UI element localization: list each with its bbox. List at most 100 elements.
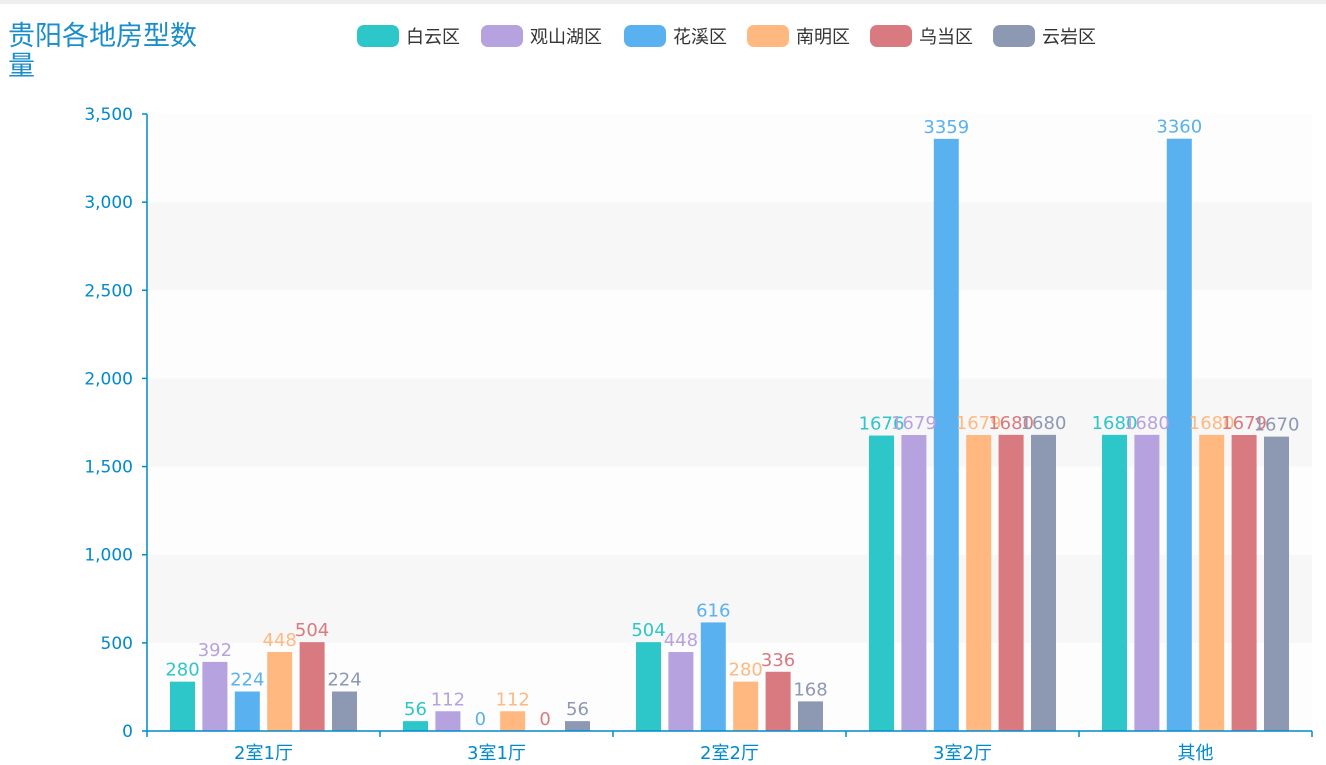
legend-swatch xyxy=(747,25,789,47)
y-tick-label: 500 xyxy=(101,634,133,654)
bar[interactable] xyxy=(869,435,894,731)
legend-label: 南明区 xyxy=(796,27,850,48)
bar[interactable] xyxy=(798,701,823,731)
data-label: 1680 xyxy=(1189,413,1235,434)
legend-item[interactable]: 乌当区 xyxy=(870,25,973,48)
bar-group xyxy=(170,138,1289,731)
bar[interactable] xyxy=(500,711,526,731)
grid-band xyxy=(147,114,1312,203)
data-label: 56 xyxy=(566,699,589,720)
legend-swatch xyxy=(357,25,399,47)
grid-band xyxy=(147,290,1312,379)
legend-swatch xyxy=(993,25,1035,47)
legend-swatch xyxy=(870,25,912,47)
bar[interactable] xyxy=(170,681,195,731)
data-label: 56 xyxy=(404,699,427,720)
bar[interactable] xyxy=(403,721,428,731)
data-label: 392 xyxy=(198,640,232,661)
legend-label: 云岩区 xyxy=(1042,27,1096,48)
data-label: 224 xyxy=(327,670,361,691)
bar[interactable] xyxy=(202,661,228,731)
data-label: 1670 xyxy=(1254,415,1300,436)
legend-label: 白云区 xyxy=(406,27,460,48)
x-tick-label: 3室2厅 xyxy=(933,743,992,764)
legend-label: 乌当区 xyxy=(919,27,973,48)
y-tick-label: 2,000 xyxy=(84,369,133,389)
data-label: 1679 xyxy=(1221,413,1267,434)
bar[interactable] xyxy=(1134,434,1160,731)
bar[interactable] xyxy=(933,138,959,731)
bar[interactable] xyxy=(234,691,260,731)
legend-item[interactable]: 观山湖区 xyxy=(481,25,602,48)
x-tick-label: 2室1厅 xyxy=(234,743,293,764)
legend-swatch xyxy=(624,25,666,47)
legend-item[interactable]: 南明区 xyxy=(747,25,850,48)
x-tick-label: 2室2厅 xyxy=(700,743,759,764)
data-label: 112 xyxy=(431,689,465,710)
legend-item[interactable]: 花溪区 xyxy=(624,25,727,48)
legend-label: 花溪区 xyxy=(673,27,727,48)
data-label: 1676 xyxy=(859,414,905,435)
bar[interactable] xyxy=(765,671,791,731)
legend-item[interactable]: 白云区 xyxy=(357,25,460,48)
bar[interactable] xyxy=(901,435,927,731)
bar[interactable] xyxy=(435,711,461,731)
data-label: 1680 xyxy=(988,413,1034,434)
data-label: 616 xyxy=(696,600,730,621)
data-label: 112 xyxy=(496,689,530,710)
bar[interactable] xyxy=(1199,434,1225,731)
data-label: 1679 xyxy=(956,413,1002,434)
bar[interactable] xyxy=(1031,434,1056,731)
bar[interactable] xyxy=(565,721,590,731)
y-tick-label: 1,000 xyxy=(84,546,133,566)
grid-bands xyxy=(147,114,1312,731)
data-label: 1680 xyxy=(1124,413,1170,434)
bar[interactable] xyxy=(733,681,759,731)
bar[interactable] xyxy=(267,652,293,731)
data-label: 3360 xyxy=(1156,117,1202,138)
x-tick-label: 其他 xyxy=(1178,743,1214,764)
bar[interactable] xyxy=(636,642,661,731)
data-label: 168 xyxy=(793,679,827,700)
data-label: 0 xyxy=(539,709,550,730)
data-label: 504 xyxy=(295,620,329,641)
axes: 0 500 1,000 1,500 2,000 2,500 3,000 3,500 2室1厅 3室… xyxy=(84,105,1313,764)
y-tick-label: 2,500 xyxy=(84,281,133,301)
bar[interactable] xyxy=(966,435,992,731)
data-label: 1680 xyxy=(1021,413,1067,434)
y-tick-label: 3,000 xyxy=(84,193,133,213)
legend-item[interactable]: 云岩区 xyxy=(993,25,1096,48)
bar[interactable] xyxy=(700,622,726,731)
bar[interactable] xyxy=(668,652,694,731)
legend-label: 观山湖区 xyxy=(530,27,602,48)
grid-band xyxy=(147,202,1312,291)
bar[interactable] xyxy=(299,642,325,731)
data-label: 0 xyxy=(475,709,486,730)
top-border xyxy=(0,0,1326,4)
bar[interactable] xyxy=(332,691,357,731)
data-label: 504 xyxy=(631,620,665,641)
data-label: 448 xyxy=(664,630,698,651)
legend[interactable]: 白云区 观山湖区 花溪区 南明区 乌当区 云岩区 xyxy=(357,25,1096,48)
data-label: 3359 xyxy=(923,117,969,138)
data-label: 336 xyxy=(761,650,795,671)
data-label: 448 xyxy=(263,630,297,651)
bar[interactable] xyxy=(1102,434,1127,731)
y-tick-label: 1,500 xyxy=(84,458,133,478)
y-tick-label: 0 xyxy=(122,722,133,742)
y-tick-label: 3,500 xyxy=(84,105,133,125)
legend-swatch xyxy=(481,25,523,47)
chart-title: 贵阳各地房型数量 xyxy=(8,21,197,82)
bar[interactable] xyxy=(1166,138,1192,731)
data-label: 280 xyxy=(165,660,199,681)
data-label: 224 xyxy=(230,670,264,691)
bar[interactable] xyxy=(1231,435,1257,731)
data-label: 280 xyxy=(729,660,763,681)
data-label: 1679 xyxy=(891,413,937,434)
x-tick-label: 3室1厅 xyxy=(467,743,526,764)
bar[interactable] xyxy=(1264,436,1289,731)
data-label: 1680 xyxy=(1092,413,1138,434)
bar[interactable] xyxy=(998,434,1024,731)
